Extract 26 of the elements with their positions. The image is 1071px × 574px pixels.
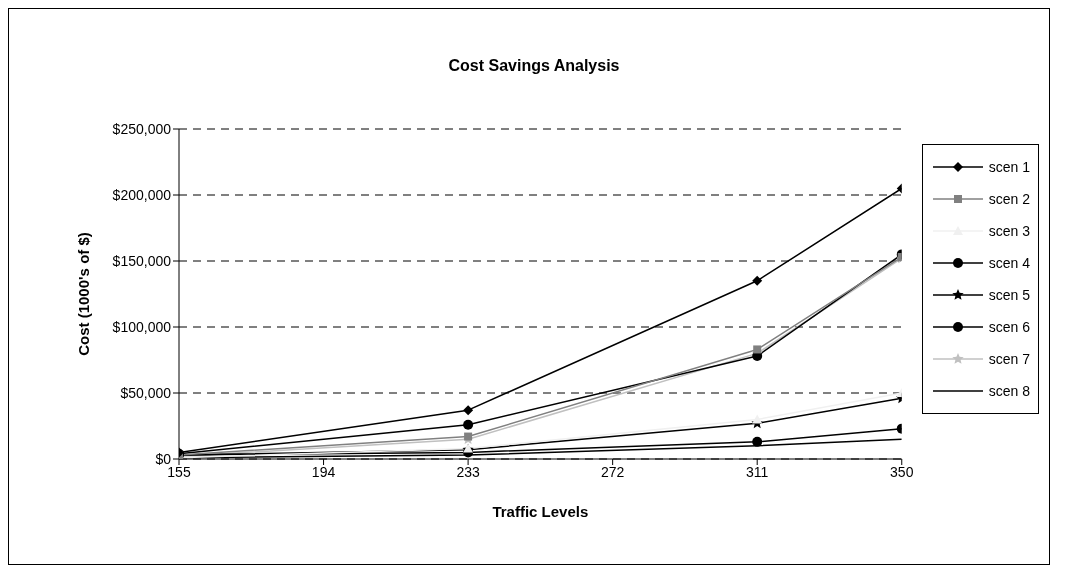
y-tick-label: $50,000 — [120, 384, 172, 401]
x-tick-label: 194 — [311, 463, 336, 480]
y-axis-title: Cost (1000's of $) — [75, 232, 93, 356]
y-tick-label: $250,000 — [112, 120, 172, 137]
legend-label: scen 4 — [988, 255, 1030, 271]
y-tick-label: $100,000 — [112, 318, 172, 335]
legend-label: scen 3 — [988, 223, 1030, 239]
point — [464, 432, 473, 441]
x-tick-label: 272 — [600, 463, 625, 480]
x-axis-title: Traffic Levels — [492, 503, 589, 520]
y-tick-label: $150,000 — [112, 252, 172, 269]
point — [752, 414, 763, 424]
legend-label: scen 6 — [988, 319, 1030, 335]
legend-label: scen 5 — [988, 287, 1030, 303]
x-tick-label: 350 — [890, 463, 914, 480]
point — [752, 436, 763, 447]
legend-label: scen 7 — [988, 351, 1030, 367]
point — [463, 419, 474, 430]
legend-label: scen 1 — [988, 159, 1030, 175]
y-tick-label: $200,000 — [112, 186, 172, 203]
x-tick-label: 233 — [456, 463, 480, 480]
legend-label: scen 8 — [988, 383, 1030, 399]
x-tick-label: 311 — [746, 463, 769, 480]
point — [753, 345, 762, 354]
legend-label: scen 2 — [988, 191, 1030, 207]
chart-title: Cost Savings Analysis — [447, 57, 621, 75]
